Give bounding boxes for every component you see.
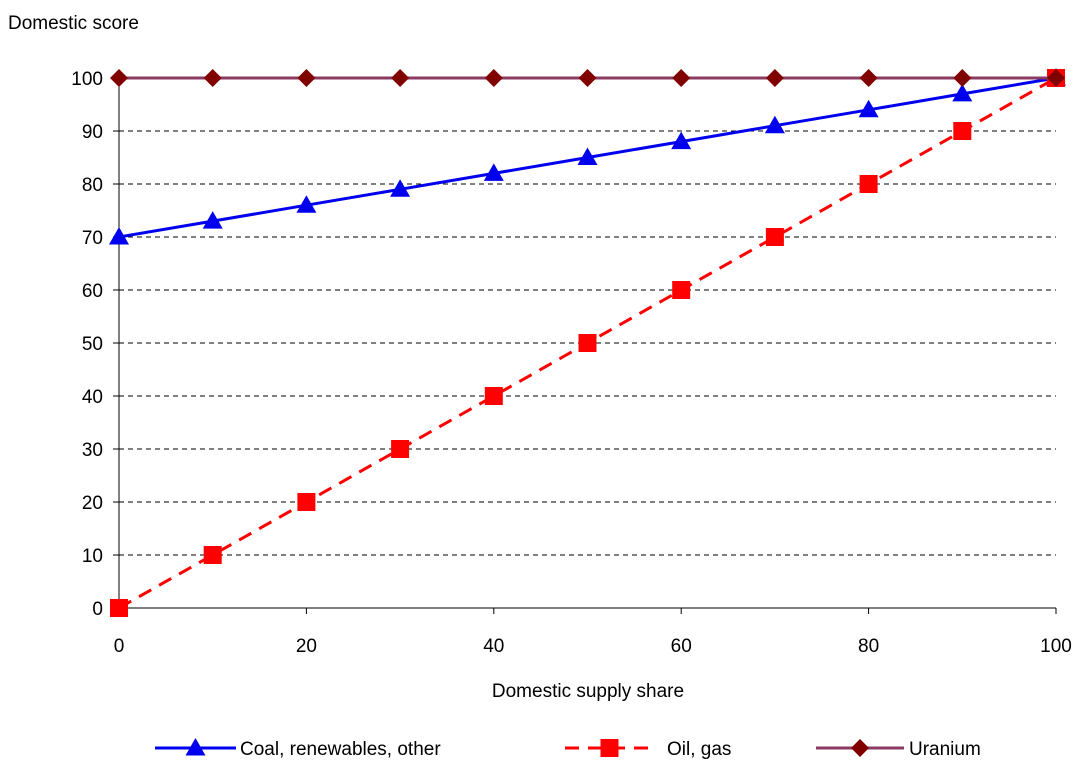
data-point bbox=[766, 69, 784, 87]
y-tick-label: 30 bbox=[82, 440, 103, 461]
data-point bbox=[485, 387, 503, 405]
legend-label: Oil, gas bbox=[667, 739, 731, 760]
x-tick-label: 0 bbox=[114, 636, 125, 657]
y-tick-label: 40 bbox=[82, 387, 103, 408]
series-3 bbox=[110, 69, 1065, 87]
legend-item-3: Uranium bbox=[816, 739, 981, 760]
data-point bbox=[110, 69, 128, 87]
data-point bbox=[672, 69, 690, 87]
data-point bbox=[391, 440, 409, 458]
x-axis-title: Domestic supply share bbox=[492, 681, 684, 702]
series-1 bbox=[109, 68, 1066, 245]
x-tick-labels: 0 20 40 60 80 100 bbox=[114, 636, 1072, 657]
data-point bbox=[485, 69, 503, 87]
data-point bbox=[579, 69, 597, 87]
y-tick-label: 0 bbox=[92, 599, 103, 620]
data-point bbox=[579, 334, 597, 352]
x-tick-label: 40 bbox=[483, 636, 504, 657]
legend-marker bbox=[851, 739, 869, 757]
legend-label: Uranium bbox=[909, 739, 981, 760]
x-tick-label: 60 bbox=[671, 636, 692, 657]
x-tick-label: 100 bbox=[1040, 636, 1072, 657]
data-point bbox=[672, 281, 690, 299]
data-point bbox=[110, 599, 128, 617]
legend-label: Coal, renewables, other bbox=[240, 739, 441, 760]
data-point bbox=[766, 228, 784, 246]
y-tick-label: 90 bbox=[82, 122, 103, 143]
legend-marker bbox=[601, 739, 619, 757]
y-tick-label: 70 bbox=[82, 228, 103, 249]
x-tick-label: 80 bbox=[858, 636, 879, 657]
data-point bbox=[953, 69, 971, 87]
data-point bbox=[860, 69, 878, 87]
legend-item-2: Oil, gas bbox=[565, 739, 731, 760]
y-tick-label: 100 bbox=[71, 69, 103, 90]
y-tick-label: 80 bbox=[82, 175, 103, 196]
y-tick-labels: 0 10 20 30 40 50 60 70 80 90 100 bbox=[71, 69, 103, 620]
data-point bbox=[297, 493, 315, 511]
legend-item-1: Coal, renewables, other bbox=[155, 738, 441, 760]
data-point bbox=[860, 175, 878, 193]
data-point bbox=[204, 69, 222, 87]
data-point bbox=[391, 69, 409, 87]
y-tick-label: 10 bbox=[82, 546, 103, 567]
data-point bbox=[204, 546, 222, 564]
y-tick-label: 60 bbox=[82, 281, 103, 302]
data-point bbox=[953, 122, 971, 140]
legend: Coal, renewables, other Oil, gas Uranium bbox=[155, 738, 981, 760]
y-axis-title: Domestic score bbox=[8, 13, 139, 34]
y-tick-label: 20 bbox=[82, 493, 103, 514]
y-tick-label: 50 bbox=[82, 334, 103, 355]
x-tick-label: 20 bbox=[296, 636, 317, 657]
data-point bbox=[297, 69, 315, 87]
